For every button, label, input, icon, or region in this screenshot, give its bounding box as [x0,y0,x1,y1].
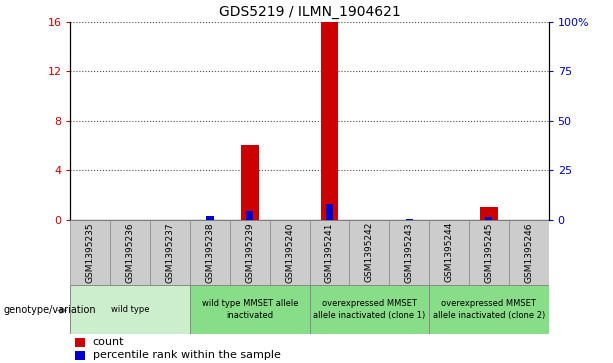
Bar [190,220,230,285]
Text: GSM1395246: GSM1395246 [524,222,533,282]
Text: wild type: wild type [111,305,150,314]
Bar [230,220,270,285]
Text: GSM1395235: GSM1395235 [86,222,95,283]
Text: GSM1395238: GSM1395238 [205,222,215,283]
Bar [207,216,213,220]
Bar [190,285,310,334]
Bar [321,22,338,220]
Bar [75,351,85,360]
Bar [389,220,429,285]
Bar [70,285,190,334]
Bar [241,146,259,220]
Text: percentile rank within the sample: percentile rank within the sample [93,350,281,360]
Text: GSM1395237: GSM1395237 [166,222,175,283]
Text: genotype/variation: genotype/variation [3,305,96,315]
Bar [326,204,333,220]
Bar [310,220,349,285]
Bar [246,211,253,220]
Bar [349,220,389,285]
Bar [429,285,549,334]
Bar [406,219,413,220]
Bar [110,220,150,285]
Bar [70,220,110,285]
Bar [429,220,469,285]
Bar [270,220,310,285]
Bar [485,217,492,220]
Text: GSM1395243: GSM1395243 [405,222,414,282]
Text: GSM1395245: GSM1395245 [484,222,493,282]
Bar [75,338,85,347]
Text: count: count [93,337,124,347]
Bar [509,220,549,285]
Bar [310,285,429,334]
Text: GSM1395241: GSM1395241 [325,222,334,282]
Text: wild type MMSET allele
inactivated: wild type MMSET allele inactivated [202,299,298,319]
Bar [469,220,509,285]
Bar [150,220,190,285]
Bar [480,207,498,220]
Text: GSM1395244: GSM1395244 [444,222,454,282]
Text: GSM1395242: GSM1395242 [365,222,374,282]
Text: overexpressed MMSET
allele inactivated (clone 2): overexpressed MMSET allele inactivated (… [433,299,545,319]
Text: overexpressed MMSET
allele inactivated (clone 1): overexpressed MMSET allele inactivated (… [313,299,425,319]
Text: GSM1395240: GSM1395240 [285,222,294,282]
Text: GSM1395236: GSM1395236 [126,222,135,283]
Title: GDS5219 / ILMN_1904621: GDS5219 / ILMN_1904621 [219,5,400,19]
Text: GSM1395239: GSM1395239 [245,222,254,283]
